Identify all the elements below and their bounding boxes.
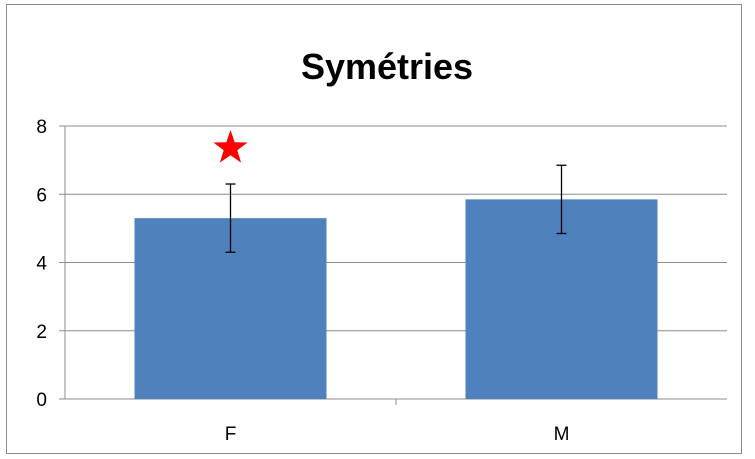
significance-star-icon	[213, 130, 248, 163]
bars	[134, 199, 658, 399]
error-bars	[225, 164, 567, 253]
annotations	[213, 130, 248, 163]
y-tick-label: 6	[36, 185, 47, 206]
x-category-label: M	[554, 424, 570, 445]
bar-chart: Symétries 0 2 4 6 8 F M	[36, 46, 727, 445]
y-tick-label: 8	[36, 117, 47, 138]
axis-labels: 0 2 4 6 8 F M	[36, 117, 569, 445]
chart-container: Symétries 0 2 4 6 8 F M	[6, 4, 742, 454]
y-tick-label: 2	[36, 322, 47, 343]
x-category-label: F	[225, 424, 237, 445]
chart-title: Symétries	[301, 46, 473, 87]
y-tick-label: 0	[36, 390, 47, 411]
y-tick-label: 4	[36, 254, 47, 275]
